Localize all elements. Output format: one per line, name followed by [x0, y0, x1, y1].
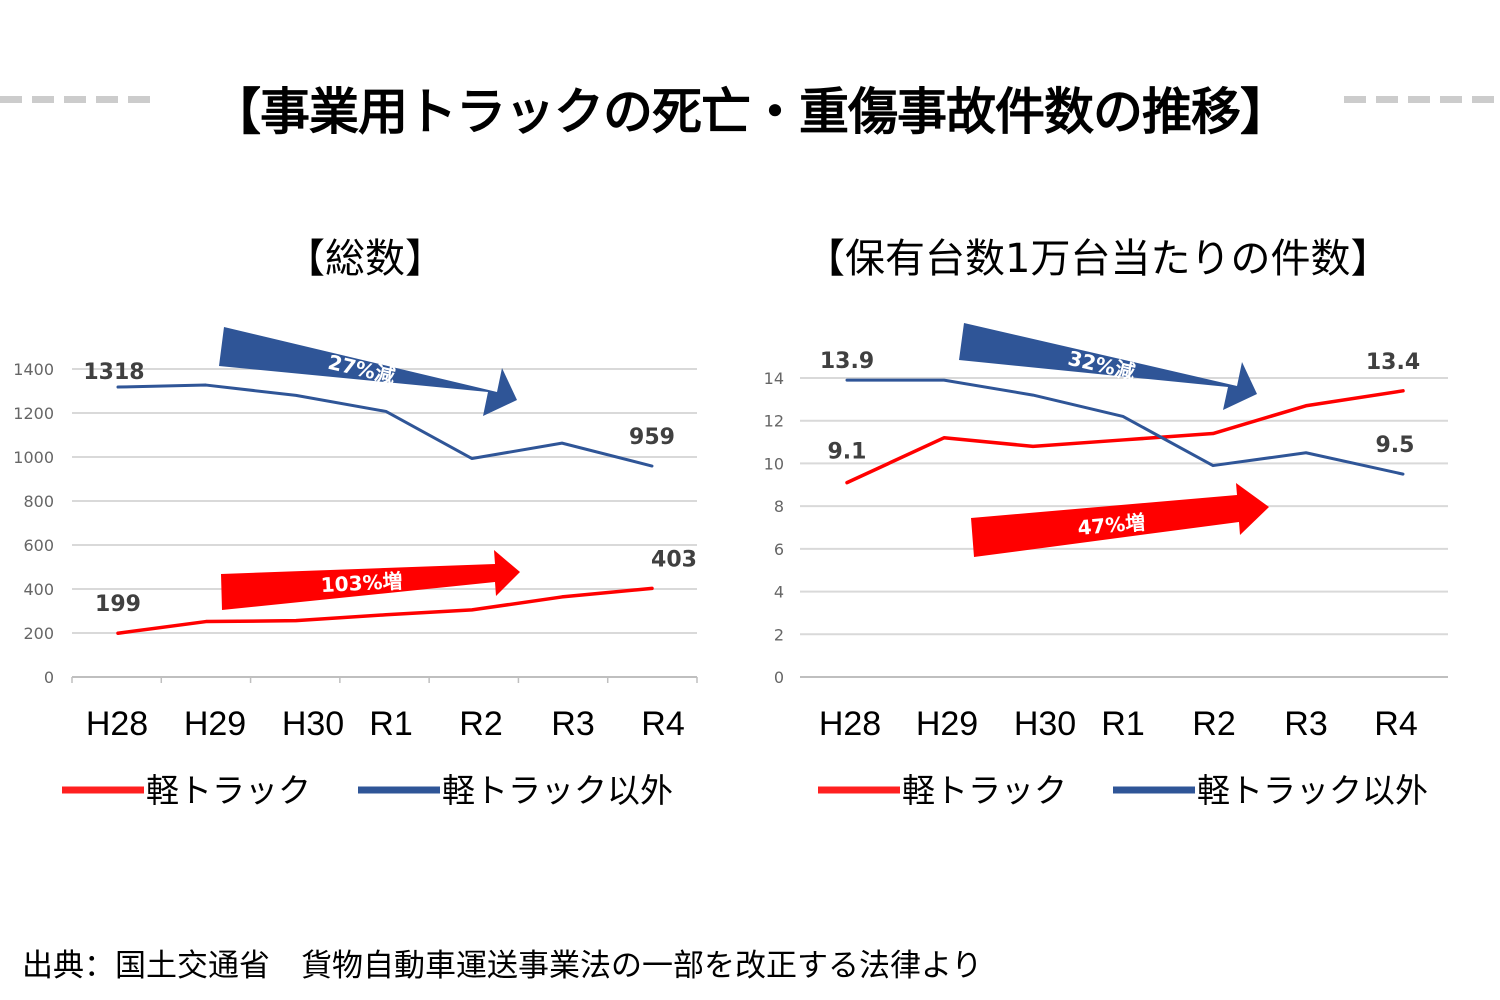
x-category-label: R2 [1192, 705, 1235, 743]
y-tick-label: 1400 [13, 360, 54, 379]
y-tick-label: 1000 [13, 448, 54, 467]
x-category-label: R3 [1284, 705, 1327, 743]
x-category-label: H29 [184, 705, 246, 743]
x-category-label: R2 [459, 705, 502, 743]
legend-label: 軽トラック [146, 771, 311, 810]
arrow-annotation-label: 47%増 [1077, 510, 1147, 540]
increase-arrow [221, 550, 520, 610]
series-line-other-truck [845, 378, 1405, 476]
y-tick-label: 12 [764, 412, 784, 431]
y-tick-label: 1200 [13, 404, 54, 423]
legend-label: 軽トラック以外 [1197, 771, 1428, 810]
data-label: 403 [651, 547, 697, 572]
x-category-label: H28 [819, 705, 881, 743]
arrow-annotation-label: 103%増 [320, 569, 403, 597]
y-tick-label: 14 [764, 369, 784, 388]
x-category-label: R4 [641, 705, 684, 743]
y-tick-label: 600 [23, 536, 54, 555]
title-decoration-right [1344, 96, 1500, 103]
chart-total: 0 200 400 600 800 1000 1200 1400 H28 H29 H30 R1 R2 R3… [13, 327, 698, 810]
data-label: 199 [95, 592, 141, 617]
data-label: 9.1 [828, 440, 867, 465]
y-tick-label: 6 [774, 540, 784, 559]
decrease-arrow [959, 323, 1257, 410]
y-tick-label: 0 [774, 668, 784, 687]
data-label: 9.5 [1376, 433, 1415, 458]
y-tick-label: 800 [23, 492, 54, 511]
y-tick-label: 400 [23, 580, 54, 599]
series-line-light-truck [116, 586, 654, 635]
title-decoration-left [0, 96, 160, 103]
data-label: 1318 [83, 360, 144, 385]
x-category-label: R1 [1101, 705, 1144, 743]
x-category-label: R3 [551, 705, 594, 743]
decrease-arrow [219, 327, 517, 416]
increase-arrow [971, 483, 1269, 557]
x-category-label: H28 [86, 705, 148, 743]
arrow-annotation-label: 27%減 [326, 350, 398, 389]
data-label: 13.9 [820, 349, 874, 374]
x-category-label: H30 [1014, 705, 1076, 743]
x-category-label: R1 [369, 705, 412, 743]
x-category-label: H30 [282, 705, 344, 743]
chart-title-per-vehicle: 【保有台数1万台当たりの件数】 [805, 236, 1391, 282]
data-label: 959 [629, 425, 675, 450]
y-tick-label: 4 [774, 583, 784, 602]
y-tick-label: 200 [23, 624, 54, 643]
series-line-light-truck [845, 389, 1405, 485]
legend-label: 軽トラック [902, 771, 1067, 810]
y-tick-label: 10 [764, 454, 784, 473]
legend-label: 軽トラック以外 [442, 771, 673, 810]
y-tick-label: 0 [44, 668, 54, 687]
data-label: 13.4 [1366, 350, 1420, 375]
y-tick-label: 2 [774, 625, 784, 644]
source-citation: 出典：国土交通省 貨物自動車運送事業法の一部を改正する法律より [22, 948, 983, 984]
chart-title-total: 【総数】 [285, 236, 445, 282]
x-category-label: H29 [916, 705, 978, 743]
series-line-other-truck [116, 383, 654, 468]
y-tick-label: 8 [774, 497, 784, 516]
x-category-label: R4 [1374, 705, 1417, 743]
page-title: 【事業用トラックの死亡・重傷事故件数の推移】 [211, 83, 1290, 141]
